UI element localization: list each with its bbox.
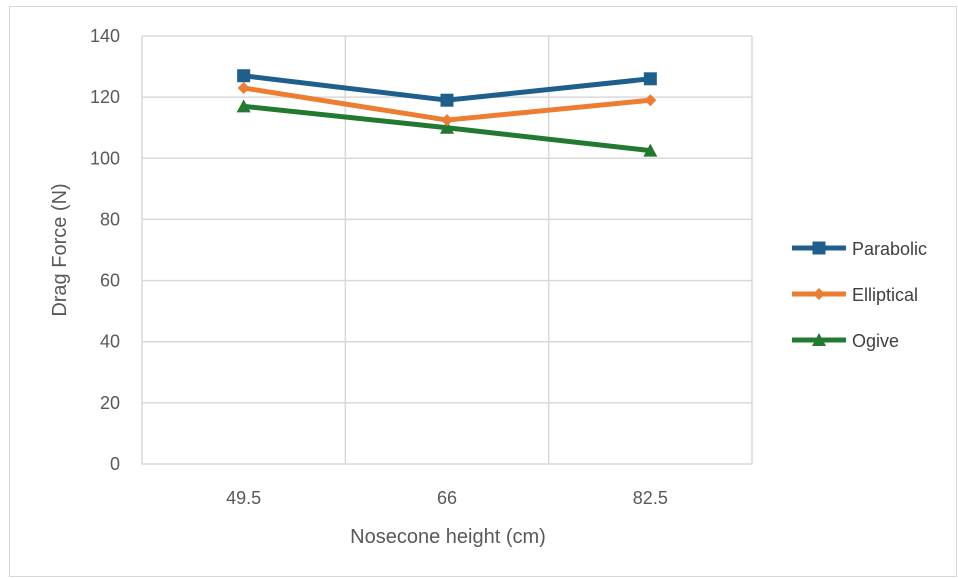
y-axis-title: Drag Force (N) [49,183,71,316]
legend-marker [812,333,826,346]
y-tick-label: 120 [90,87,120,107]
x-axis-title: Nosecone height (cm) [350,526,546,548]
legend-item-ogive: Ogive [792,331,899,351]
x-tick-label: 82.5 [633,488,668,508]
data-point [236,99,251,113]
data-point [237,69,251,83]
legend-item-elliptical: Elliptical [792,285,918,305]
data-point [644,94,657,107]
x-axis-ticks: 49.5 66 82.5 [226,488,668,508]
legend-label: Ogive [852,331,899,351]
series-parabolic [237,69,657,107]
legend: Parabolic Elliptical Ogive [792,239,927,351]
data-point [441,114,453,127]
legend-marker [812,241,826,255]
legend-item-parabolic: Parabolic [792,239,927,259]
y-tick-label: 140 [90,26,120,46]
y-tick-label: 100 [90,148,120,168]
legend-label: Elliptical [852,285,918,305]
data-point [643,72,657,86]
series-lines [236,69,658,157]
legend-marker [813,288,825,300]
y-axis-ticks: 0 20 40 60 80 100 120 140 [90,26,120,474]
data-point [440,93,454,107]
y-tick-label: 60 [100,271,120,291]
series-elliptical [237,81,657,127]
legend-label: Parabolic [852,239,927,259]
x-tick-label: 49.5 [226,488,261,508]
data-point [440,120,454,134]
series-ogive [236,99,658,157]
y-tick-label: 0 [110,454,120,474]
y-tick-label: 40 [100,332,120,352]
x-tick-label: 66 [437,488,457,508]
y-tick-label: 80 [100,209,120,229]
data-point [643,143,658,157]
y-tick-label: 20 [100,393,120,413]
data-point [237,81,250,94]
